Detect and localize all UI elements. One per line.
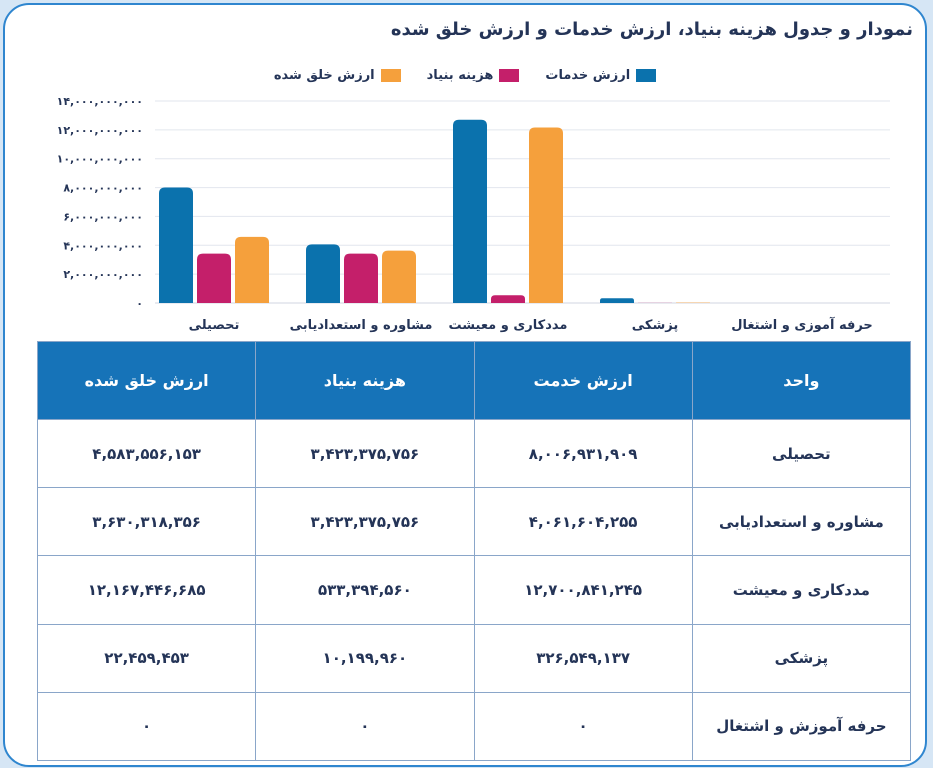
y-tick-label: ۴,۰۰۰,۰۰۰,۰۰۰ xyxy=(63,239,143,252)
legend-item-cost: هزینه بنیاد xyxy=(427,68,520,83)
cell-foundation-cost: ۰ xyxy=(255,691,475,762)
bar xyxy=(529,127,563,303)
bar xyxy=(159,187,193,303)
cell-created-value: ۰ xyxy=(36,691,257,762)
bar xyxy=(306,244,340,303)
y-tick-label: ۰ xyxy=(136,297,143,310)
cell-service-value: ۳۲۶,۵۴۹,۱۳۷ xyxy=(473,623,693,693)
cell-unit: مشاوره و استعدادیابی xyxy=(691,487,912,557)
table-row: مشاوره و استعدادیابی ۴,۰۶۱,۶۰۴,۲۵۵ ۳,۴۲۳… xyxy=(36,487,912,557)
x-category-label: مشاوره و استعدادیابی xyxy=(290,318,433,333)
cell-foundation-cost: ۱۰,۱۹۹,۹۶۰ xyxy=(255,623,475,693)
bar xyxy=(491,295,525,303)
x-category-label: مددکاری و معیشت xyxy=(449,318,568,333)
header-foundation-cost: هزینه بنیاد xyxy=(255,341,475,420)
page-title: نمودار و جدول هزینه بنیاد، ارزش خدمات و … xyxy=(390,19,913,40)
legend-label-cost: هزینه بنیاد xyxy=(426,68,494,83)
y-tick-label: ۶,۰۰۰,۰۰۰,۰۰۰ xyxy=(63,210,143,223)
cell-created-value: ۲۲,۴۵۹,۴۵۳ xyxy=(36,623,257,693)
header-created-value: ارزش خلق شده xyxy=(36,341,257,420)
x-category-label: پزشکی xyxy=(632,318,678,333)
table-header-row: واحد ارزش خدمت هزینه بنیاد ارزش خلق شده xyxy=(36,341,912,420)
cell-service-value: ۴,۰۶۱,۶۰۴,۲۵۵ xyxy=(473,487,693,557)
legend-label-services: ارزش خدمات xyxy=(545,68,631,83)
cell-created-value: ۱۲,۱۶۷,۴۴۶,۶۸۵ xyxy=(36,555,257,625)
cell-foundation-cost: ۳,۴۲۳,۳۷۵,۷۵۶ xyxy=(255,487,475,557)
bar xyxy=(453,119,487,304)
chart-card: نمودار و جدول هزینه بنیاد، ارزش خدمات و … xyxy=(3,3,927,767)
y-tick-label: ۱۴,۰۰۰,۰۰۰,۰۰۰ xyxy=(57,95,143,108)
header-unit: واحد xyxy=(691,341,912,420)
cell-created-value: ۳,۶۳۰,۳۱۸,۳۵۶ xyxy=(36,487,257,557)
cell-unit: حرفه آموزش و اشتغال xyxy=(691,691,912,762)
cell-foundation-cost: ۵۳۳,۳۹۴,۵۶۰ xyxy=(255,555,475,625)
cell-service-value: ۰ xyxy=(473,691,693,762)
table-row: مددکاری و معیشت ۱۲,۷۰۰,۸۴۱,۲۴۵ ۵۳۳,۳۹۴,۵… xyxy=(36,555,912,625)
bar xyxy=(382,250,416,303)
table-row: حرفه آموزش و اشتغال ۰ ۰ ۰ xyxy=(36,691,912,762)
cell-created-value: ۴,۵۸۳,۵۵۶,۱۵۳ xyxy=(36,418,257,489)
table-row: تحصیلی ۸,۰۰۶,۹۳۱,۹۰۹ ۳,۴۲۳,۳۷۵,۷۵۶ ۴,۵۸۳… xyxy=(36,418,912,489)
bar xyxy=(600,298,634,303)
legend-swatch-services xyxy=(636,69,657,82)
cell-foundation-cost: ۳,۴۲۳,۳۷۵,۷۵۶ xyxy=(255,418,475,489)
cell-unit: مددکاری و معیشت xyxy=(691,555,912,625)
table-row: پزشکی ۳۲۶,۵۴۹,۱۳۷ ۱۰,۱۹۹,۹۶۰ ۲۲,۴۵۹,۴۵۳ xyxy=(36,623,912,693)
chart-legend: ارزش خدمات هزینه بنیاد ارزش خلق شده xyxy=(5,68,925,83)
legend-swatch-cost xyxy=(499,69,520,82)
legend-item-services: ارزش خدمات xyxy=(545,68,657,83)
y-tick-label: ۱۰,۰۰۰,۰۰۰,۰۰۰ xyxy=(57,153,143,166)
cell-service-value: ۱۲,۷۰۰,۸۴۱,۲۴۵ xyxy=(473,555,693,625)
header-service-value: ارزش خدمت xyxy=(473,341,693,420)
cell-unit: پزشکی xyxy=(691,623,912,693)
y-tick-label: ۸,۰۰۰,۰۰۰,۰۰۰ xyxy=(63,182,143,195)
y-tick-label: ۲,۰۰۰,۰۰۰,۰۰۰ xyxy=(63,268,143,281)
bar-chart: ۰ ۲,۰۰۰,۰۰۰,۰۰۰ ۴,۰۰۰,۰۰۰,۰۰۰ ۶,۰۰۰,۰۰۰,۰۰۰… xyxy=(57,95,890,333)
bar xyxy=(235,236,269,303)
bar xyxy=(197,253,231,303)
x-category-label: حرفه آموزی و اشتغال xyxy=(731,316,873,333)
cell-unit: تحصیلی xyxy=(691,418,912,489)
x-category-label: تحصیلی xyxy=(189,318,240,333)
bar xyxy=(344,253,378,303)
cell-service-value: ۸,۰۰۶,۹۳۱,۹۰۹ xyxy=(473,418,693,489)
data-table: واحد ارزش خدمت هزینه بنیاد ارزش خلق شده … xyxy=(36,341,912,762)
legend-item-created: ارزش خلق شده xyxy=(274,68,401,83)
y-tick-label: ۱۲,۰۰۰,۰۰۰,۰۰۰ xyxy=(57,124,143,137)
legend-swatch-created xyxy=(380,69,401,82)
legend-label-created: ارزش خلق شده xyxy=(273,68,375,83)
